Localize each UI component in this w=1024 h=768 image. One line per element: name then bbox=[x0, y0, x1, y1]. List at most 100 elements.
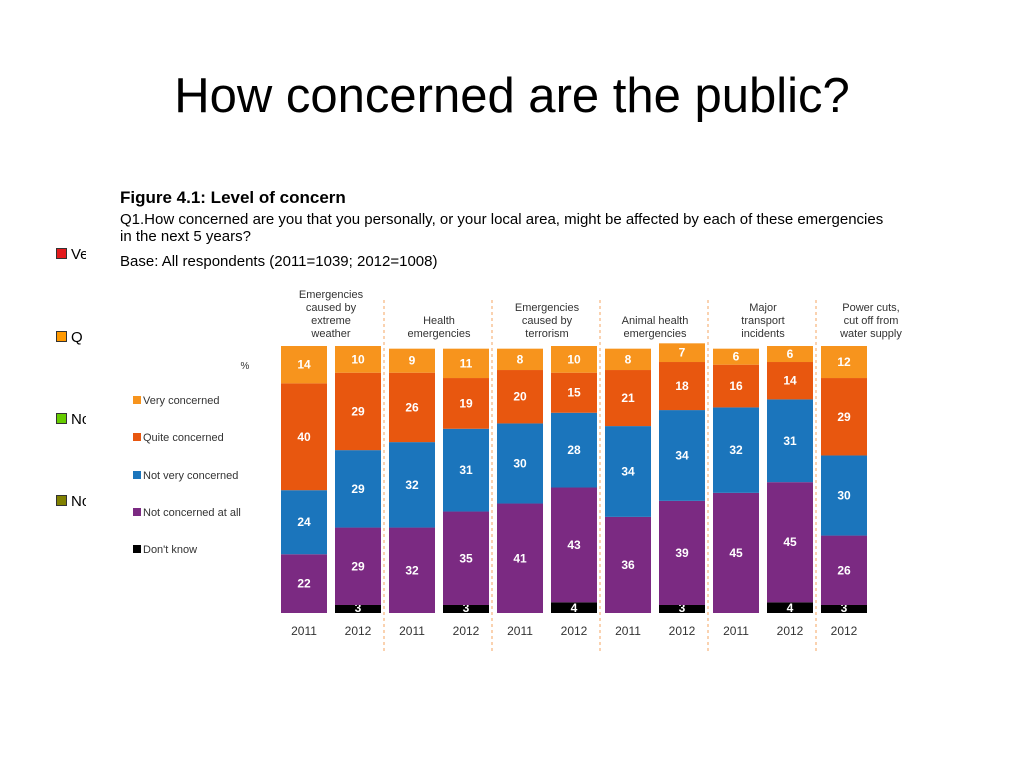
data-label: 16 bbox=[729, 379, 743, 393]
bar-segment bbox=[713, 348, 759, 365]
background-legend-item: Q bbox=[56, 330, 86, 346]
legend-label: Don't know bbox=[143, 544, 197, 556]
bar-segment bbox=[821, 455, 867, 536]
data-label: 14 bbox=[783, 374, 797, 388]
data-label: 32 bbox=[405, 563, 419, 577]
data-label: 6 bbox=[733, 350, 740, 364]
bar-segment bbox=[821, 378, 867, 456]
data-label: 22 bbox=[297, 577, 311, 591]
background-legend-item: No bbox=[56, 494, 86, 510]
data-label: 8 bbox=[625, 352, 632, 366]
legend-swatch bbox=[133, 433, 141, 441]
bar-segment bbox=[767, 346, 813, 363]
bar-segment bbox=[335, 346, 381, 373]
data-label: 34 bbox=[621, 464, 635, 478]
data-label: 31 bbox=[783, 434, 797, 448]
data-label: 30 bbox=[513, 456, 527, 470]
bar-segment bbox=[389, 348, 435, 373]
data-label: 30 bbox=[837, 489, 851, 503]
legend-swatch bbox=[133, 545, 141, 553]
data-label: 6 bbox=[787, 347, 794, 361]
legend-swatch-orange bbox=[56, 331, 67, 342]
figure-base: Base: All respondents (2011=1039; 2012=1… bbox=[120, 253, 438, 270]
data-label: 7 bbox=[679, 346, 686, 360]
legend-swatch-green bbox=[56, 413, 67, 424]
data-label: 18 bbox=[675, 379, 689, 393]
data-label: 4 bbox=[571, 601, 578, 615]
data-label: 43 bbox=[567, 538, 581, 552]
data-label: 29 bbox=[837, 410, 851, 424]
bar-segment bbox=[659, 362, 705, 411]
data-label: 32 bbox=[405, 478, 419, 492]
data-label: 8 bbox=[517, 352, 524, 366]
group-label: transport bbox=[741, 315, 784, 327]
bar-segment bbox=[821, 346, 867, 379]
group-label: Health bbox=[423, 315, 455, 327]
legend-label: Not very concerned bbox=[143, 470, 238, 482]
data-label: 26 bbox=[405, 400, 419, 414]
background-legend-label: Q bbox=[71, 330, 83, 346]
group-label: caused by bbox=[306, 302, 357, 314]
data-label: 35 bbox=[459, 551, 473, 565]
bar-segment bbox=[821, 535, 867, 605]
bar-segment bbox=[443, 428, 489, 512]
bar-segment bbox=[389, 372, 435, 443]
tick-label: 2012 bbox=[831, 624, 858, 638]
tick-label: 2012 bbox=[777, 624, 804, 638]
data-label: 31 bbox=[459, 463, 473, 477]
legend-swatch-red bbox=[56, 248, 67, 259]
bar-segment bbox=[713, 407, 759, 493]
legend-swatch bbox=[133, 471, 141, 479]
background-legend-item: No bbox=[56, 412, 86, 428]
data-label: 10 bbox=[567, 352, 581, 366]
bar-segment bbox=[605, 348, 651, 371]
bar-segment bbox=[767, 602, 813, 613]
data-label: 29 bbox=[351, 482, 365, 496]
bar-segment bbox=[605, 516, 651, 613]
bar-segment bbox=[335, 450, 381, 528]
data-label: 26 bbox=[837, 563, 851, 577]
group-label: terrorism bbox=[525, 328, 568, 340]
data-label: 10 bbox=[351, 352, 365, 366]
data-label: 14 bbox=[297, 358, 311, 372]
data-label: 4 bbox=[787, 601, 794, 615]
data-label: 21 bbox=[621, 391, 635, 405]
group-label: weather bbox=[310, 328, 350, 340]
tick-label: 2011 bbox=[507, 624, 533, 638]
data-label: 45 bbox=[783, 535, 797, 549]
bar-segment bbox=[281, 346, 327, 384]
bar-segment bbox=[551, 412, 597, 488]
data-label: 28 bbox=[567, 443, 581, 457]
bar-segment bbox=[659, 410, 705, 501]
legend-swatch-olive bbox=[56, 495, 67, 506]
legend-swatch bbox=[133, 396, 141, 404]
data-label: 24 bbox=[297, 515, 311, 529]
bar-segment bbox=[551, 346, 597, 373]
unit-label: % bbox=[241, 361, 250, 372]
bar-segment bbox=[605, 426, 651, 517]
tick-label: 2011 bbox=[723, 624, 749, 638]
data-label: 36 bbox=[621, 558, 635, 572]
bar-segment bbox=[281, 490, 327, 555]
data-label: 29 bbox=[351, 559, 365, 573]
bar-segment bbox=[389, 442, 435, 528]
background-legend-item: Ve bbox=[56, 247, 86, 263]
group-label: Animal health bbox=[622, 315, 689, 327]
bar-segment bbox=[605, 370, 651, 427]
data-label: 32 bbox=[729, 443, 743, 457]
legend-label: Quite concerned bbox=[143, 432, 224, 444]
bar-segment bbox=[443, 348, 489, 379]
data-label: 29 bbox=[351, 404, 365, 418]
bar-segment bbox=[551, 602, 597, 613]
bar-segment bbox=[497, 370, 543, 424]
bar-segment bbox=[659, 343, 705, 363]
bar-segment bbox=[335, 372, 381, 451]
data-label: 3 bbox=[841, 601, 848, 615]
bar-segment bbox=[767, 482, 813, 603]
bar-segment bbox=[497, 503, 543, 613]
legend-swatch bbox=[133, 508, 141, 516]
data-label: 41 bbox=[513, 551, 527, 565]
bar-segment bbox=[497, 423, 543, 504]
bar-segment bbox=[767, 362, 813, 400]
